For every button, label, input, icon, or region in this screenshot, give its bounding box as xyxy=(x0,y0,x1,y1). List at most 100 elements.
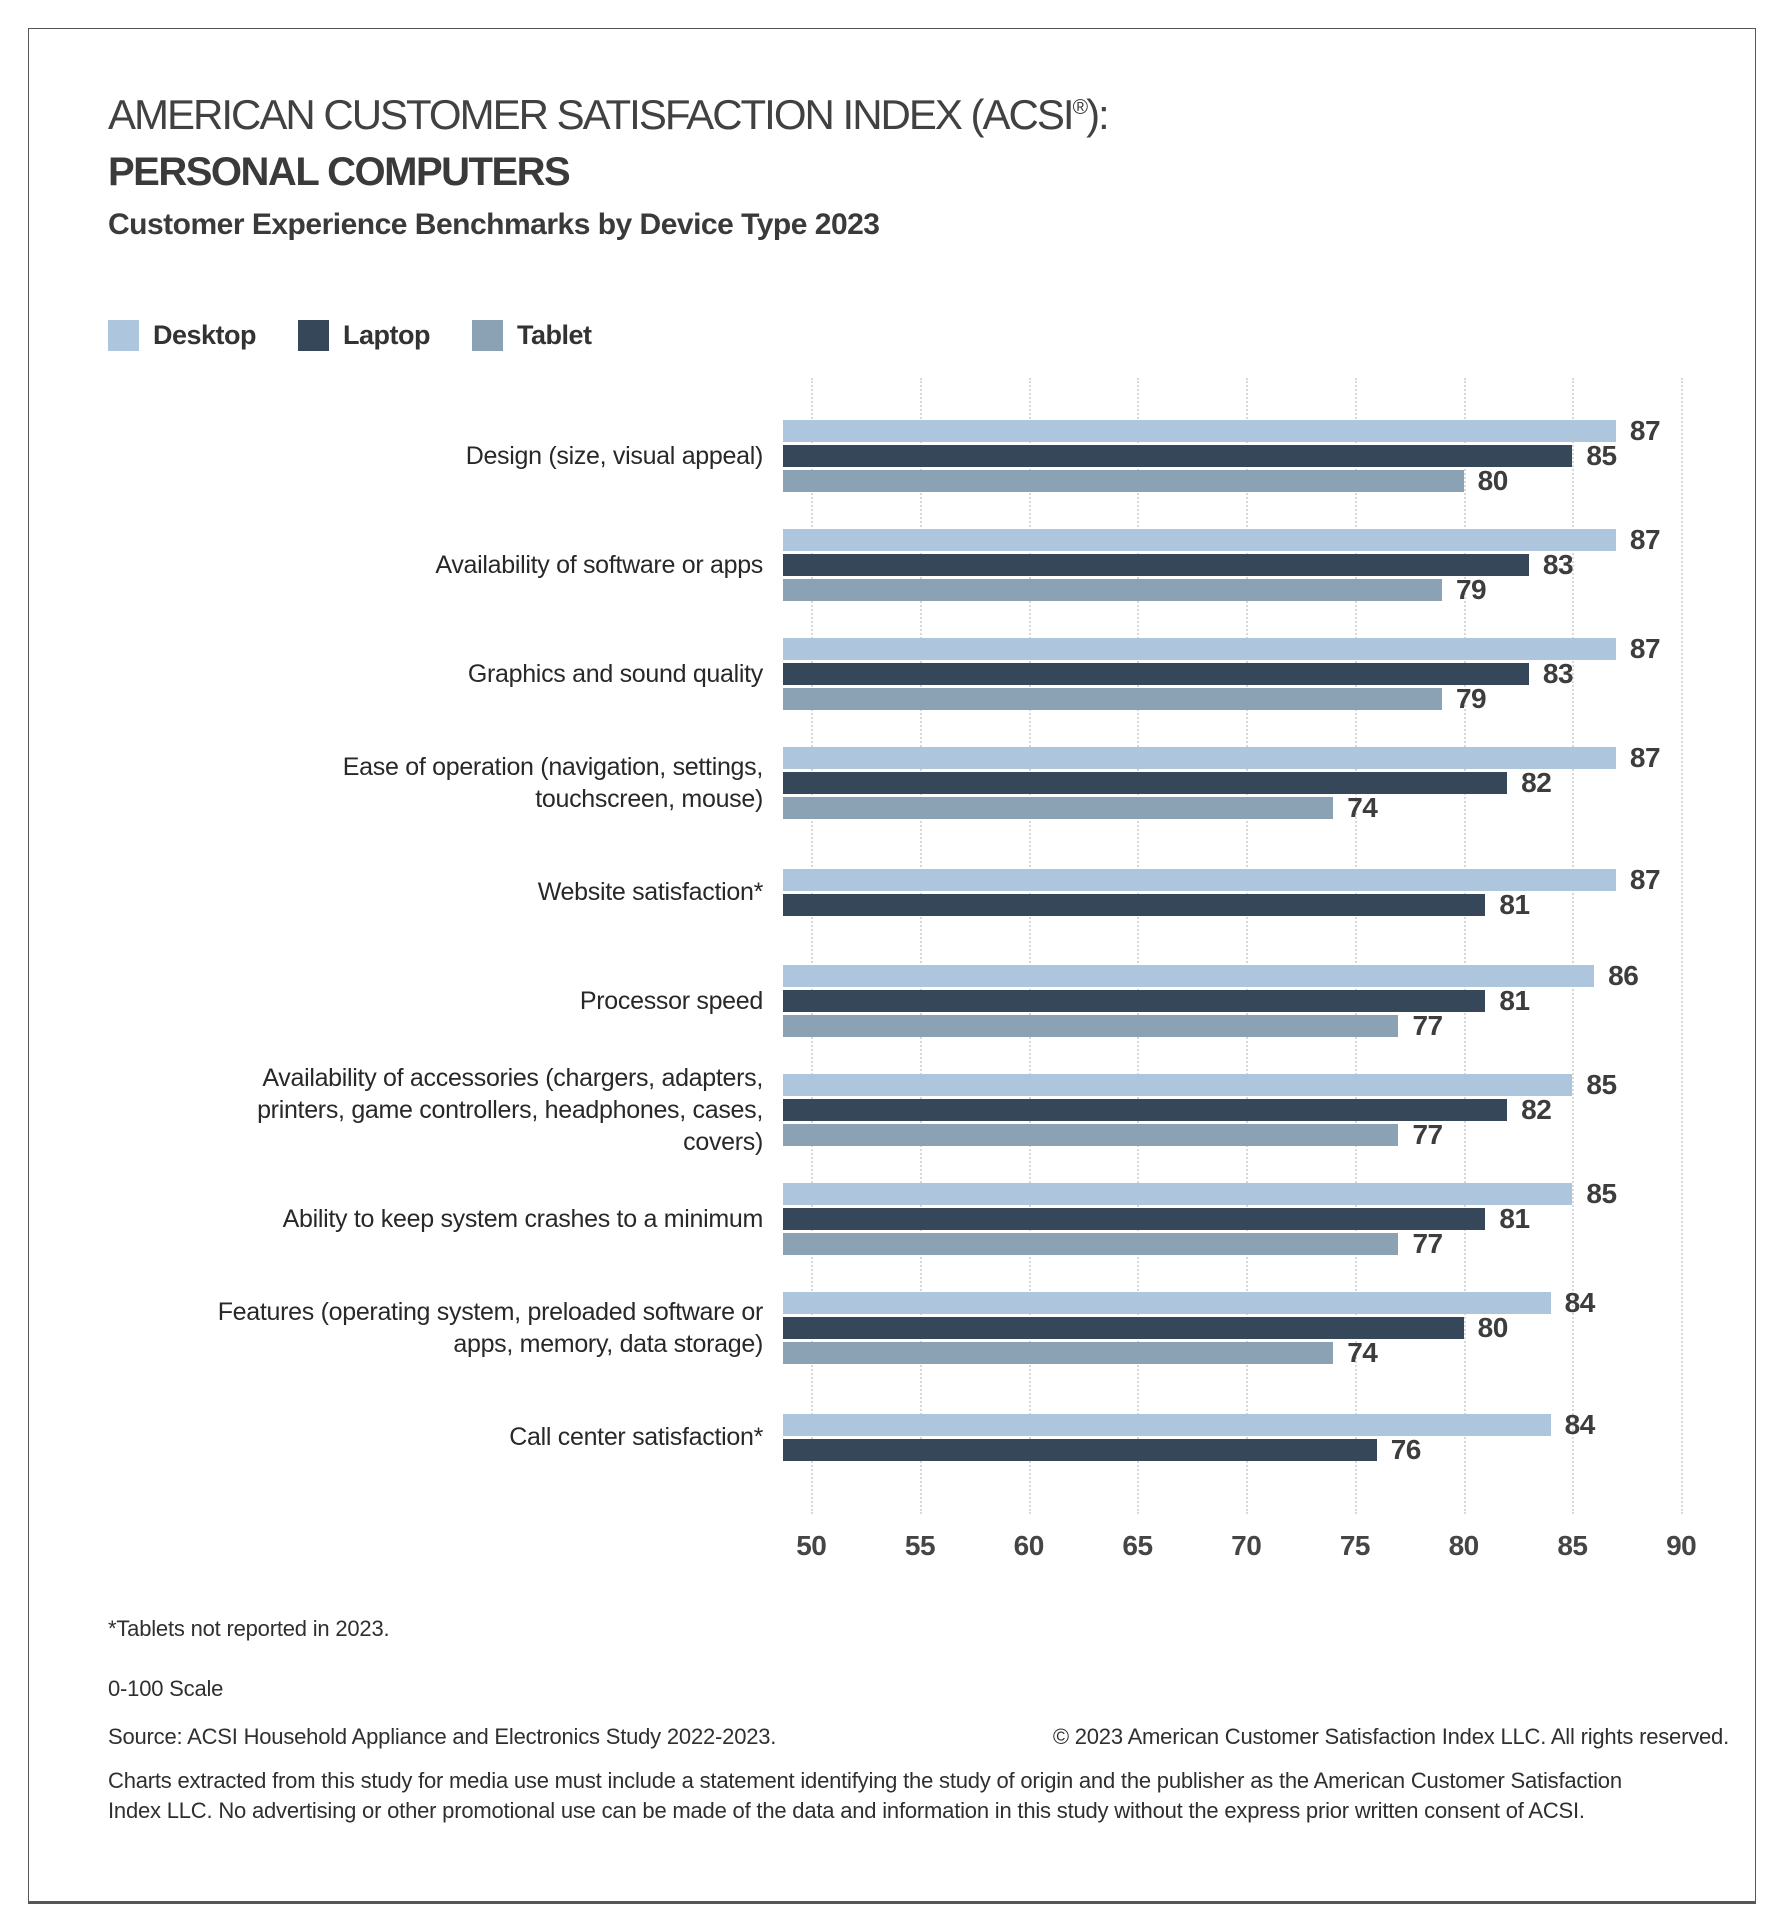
bar-line: 80 xyxy=(783,465,1729,497)
bar-value-label: 82 xyxy=(1521,767,1552,799)
chart-frame: AMERICAN CUSTOMER SATISFACTION INDEX (AC… xyxy=(28,28,1756,1904)
bar-group: 85 81 77 xyxy=(783,1180,1729,1260)
bar-line: 83 xyxy=(783,660,1729,688)
legend: Desktop Laptop Tablet xyxy=(108,319,1729,351)
bar-value-label: 81 xyxy=(1499,888,1530,920)
title-line1: AMERICAN CUSTOMER SATISFACTION INDEX (AC… xyxy=(108,91,1110,138)
x-tick-label: 60 xyxy=(1013,1529,1045,1561)
bar-row: Graphics and sound quality 87 83 79 xyxy=(108,620,1729,729)
bar-desktop xyxy=(783,1183,1573,1206)
bar-desktop xyxy=(783,529,1616,552)
bar-row: Processor speed 86 81 77 xyxy=(108,947,1729,1056)
bar-group: 87 83 79 xyxy=(783,526,1729,604)
bar-group: 87 81 xyxy=(783,865,1729,920)
source-row: Source: ACSI Household Appliance and Ele… xyxy=(108,1724,1729,1750)
x-tick-label: 70 xyxy=(1231,1529,1262,1561)
bar-row: Features (operating system, preloaded so… xyxy=(108,1274,1729,1383)
category-label: Ability to keep system crashes to a mini… xyxy=(108,1203,783,1235)
x-axis: 50 55 60 65 70 75 80 85 90 xyxy=(783,1514,1729,1576)
bar-line: 87 xyxy=(783,526,1729,554)
bar-value-label: 77 xyxy=(1412,1228,1443,1260)
legend-swatch xyxy=(298,319,330,351)
category-label: Website satisfaction* xyxy=(108,876,783,908)
category-label-text: Ability to keep system crashes to a mini… xyxy=(282,1205,764,1234)
bar-value-label: 83 xyxy=(1542,549,1574,581)
gridline xyxy=(1028,377,1031,1514)
bar-row: Website satisfaction* 87 81 xyxy=(108,838,1729,947)
bar-line: 87 xyxy=(783,415,1729,447)
bar-line: 81 xyxy=(783,888,1729,920)
bar-line: 82 xyxy=(783,1094,1729,1126)
x-tick-label: 80 xyxy=(1448,1529,1480,1561)
bar-laptop xyxy=(783,990,1486,1013)
bar-value-label: 77 xyxy=(1412,1010,1443,1042)
bar-line: 87 xyxy=(783,865,1729,893)
bar-value-label: 81 xyxy=(1499,985,1530,1017)
bar-value-label: 87 xyxy=(1629,633,1661,665)
bar-tablet xyxy=(783,797,1334,820)
category-label: Call center satisfaction* xyxy=(108,1421,783,1453)
category-label-text: Call center satisfaction* xyxy=(509,1423,763,1452)
gridline xyxy=(920,377,922,1514)
bar-line: 82 xyxy=(783,767,1729,799)
bar-line: 74 xyxy=(783,1339,1729,1367)
subtitle: Customer Experience Benchmarks by Device… xyxy=(108,208,880,242)
bar-desktop xyxy=(783,965,1595,988)
category-label-text: Graphics and sound quality xyxy=(467,660,763,689)
bar-value-label: 76 xyxy=(1390,1433,1422,1465)
category-label: Design (size, visual appeal) xyxy=(108,440,783,472)
bar-row: Availability of accessories (chargers, a… xyxy=(108,1056,1729,1165)
bar-line: 76 xyxy=(783,1433,1729,1465)
header: AMERICAN CUSTOMER SATISFACTION INDEX (AC… xyxy=(108,29,1729,243)
bar-value-label: 87 xyxy=(1629,742,1661,774)
bar-line: 81 xyxy=(783,1205,1729,1233)
bar-line: 77 xyxy=(783,1119,1729,1151)
bar-tablet xyxy=(783,1233,1399,1256)
bar-desktop xyxy=(783,868,1616,891)
category-label-text: Design (size, visual appeal) xyxy=(465,442,764,471)
bar-line: 87 xyxy=(783,742,1729,774)
bar-desktop xyxy=(783,1292,1551,1315)
bar-value-label: 87 xyxy=(1629,415,1661,447)
chart-rows: Design (size, visual appeal) 87 85 80 Availa… xyxy=(108,378,1729,1514)
bar-chart: Design (size, visual appeal) 87 85 80 Availa… xyxy=(108,377,1729,1514)
bar-line: 80 xyxy=(783,1314,1729,1342)
bar-line: 81 xyxy=(783,985,1729,1017)
footnote-scale: 0-100 Scale xyxy=(108,1675,224,1701)
category-label-text: Features (operating system, preloaded so… xyxy=(217,1298,764,1359)
category-label-text: Ease of operation (navigation, settings,… xyxy=(342,753,764,814)
bar-desktop xyxy=(783,638,1616,661)
bar-line: 85 xyxy=(783,1069,1729,1101)
bar-row: Design (size, visual appeal) 87 85 80 xyxy=(108,402,1729,511)
category-label-text: Availability of software or apps xyxy=(435,551,763,580)
bar-value-label: 77 xyxy=(1412,1119,1443,1151)
legend-item-tablet: Tablet xyxy=(472,319,592,351)
category-label: Processor speed xyxy=(108,985,783,1017)
x-tick-label: 50 xyxy=(796,1529,827,1561)
bar-group: 87 82 74 xyxy=(783,742,1729,822)
bar-group: 84 76 xyxy=(783,1408,1729,1465)
bar-group: 87 83 79 xyxy=(783,633,1729,715)
bar-row: Ability to keep system crashes to a mini… xyxy=(108,1165,1729,1274)
gridline xyxy=(1572,377,1575,1514)
bar-laptop xyxy=(783,893,1486,916)
category-label-text: Availability of accessories (chargers, a… xyxy=(257,1064,763,1157)
bar-value-label: 85 xyxy=(1586,1069,1617,1101)
bar-value-label: 80 xyxy=(1477,465,1509,497)
bar-value-label: 79 xyxy=(1455,683,1487,715)
bar-line: 77 xyxy=(783,1228,1729,1260)
bar-line: 84 xyxy=(783,1289,1729,1317)
bar-value-label: 82 xyxy=(1521,1094,1552,1126)
bar-value-label: 84 xyxy=(1564,1408,1596,1440)
bar-line: 74 xyxy=(783,794,1729,822)
bar-row: Call center satisfaction* 84 76 xyxy=(108,1383,1729,1492)
bar-tablet xyxy=(783,470,1464,493)
bar-laptop xyxy=(783,554,1529,577)
category-label: Availability of software or apps xyxy=(108,549,783,581)
gridline xyxy=(1354,377,1357,1514)
legend-item-laptop: Laptop xyxy=(298,319,431,351)
bar-group: 87 85 80 xyxy=(783,415,1729,497)
bar-laptop xyxy=(783,1317,1464,1340)
bar-desktop xyxy=(783,1413,1551,1436)
source-text: Source: ACSI Household Appliance and Ele… xyxy=(108,1723,777,1749)
